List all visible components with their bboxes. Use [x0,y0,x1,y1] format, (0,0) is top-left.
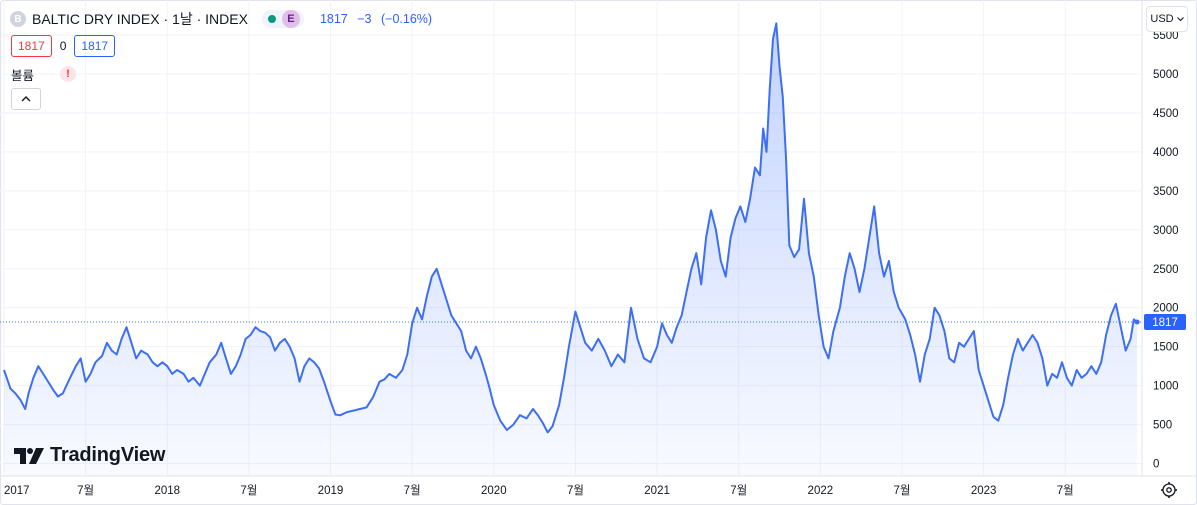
x-tick-label: 2022 [808,485,834,497]
gear-icon[interactable] [1160,481,1178,499]
order-buttons: 1817 0 1817 [11,35,116,57]
x-tick-label: 7월 [730,484,747,497]
y-tick-label: 5000 [1153,69,1179,81]
x-tick-label: 7월 [1057,484,1074,497]
spread-value: 0 [59,39,67,53]
last-point-marker [1134,319,1140,325]
market-open-dot-icon [267,15,276,23]
symbol-logo-icon[interactable]: B [10,11,26,27]
price-axis[interactable]: 0 500 1000 1500 2000 2500 3000 3500 4000 4500 5000… [1153,30,1179,470]
x-tick-label: 2019 [318,485,344,497]
symbol-title[interactable]: BALTIC DRY INDEX · 1날 · INDEX [32,11,248,27]
chevron-up-icon [21,96,31,102]
last-price-label: 1817 [1144,313,1186,330]
x-tick-label: 7월 [404,484,421,497]
x-tick-label: 2018 [154,485,180,497]
last-price: 1817 [319,12,348,26]
tradingview-logo[interactable]: TradingView [14,444,165,467]
x-tick-label: 2017 [4,485,30,497]
series-area [4,23,1138,477]
x-tick-label: 2023 [971,485,997,497]
sell-button[interactable]: 1817 [11,35,52,57]
y-tick-label: 0 [1153,459,1159,471]
svg-text:1817: 1817 [1152,317,1178,329]
x-tick-label: 7월 [893,484,910,497]
price-change-pct: (−0.16%) [380,12,433,26]
chevron-down-icon [1176,17,1184,21]
y-tick-label: 4500 [1153,108,1179,120]
collapse-legend-button[interactable] [11,88,41,110]
time-axis[interactable]: 2017 7월 2018 7월 2019 7월 2020 7월 2021 7월 2022 7월 2023… [4,484,1074,497]
warning-icon[interactable]: ! [60,66,77,82]
volume-label[interactable]: 볼륨 [11,68,35,83]
legend-header: B BALTIC DRY INDEX · 1날 · INDEX E 1817 −… [10,9,438,29]
x-tick-label: 2020 [481,485,507,497]
y-tick-label: 500 [1153,420,1172,432]
price-change: −3 [357,12,372,26]
y-tick-label: 3000 [1153,225,1179,237]
series-line [3,22,1138,434]
volume-legend: 볼륨 ! [11,65,77,83]
currency-selector[interactable]: USD [1146,6,1188,32]
y-tick-label: 5500 [1153,30,1179,42]
currency-label: USD [1150,13,1174,25]
x-tick-label: 7월 [567,484,584,497]
x-tick-label: 7월 [240,484,257,497]
y-tick-label: 2000 [1153,303,1179,315]
logo-text: TradingView [50,444,166,466]
y-tick-label: 4000 [1153,147,1179,159]
y-tick-label: 1500 [1153,342,1179,354]
x-tick-label: 2021 [644,485,670,497]
exchange-badge: E [281,10,300,28]
y-tick-label: 2500 [1153,264,1179,276]
y-tick-label: 1000 [1153,381,1179,393]
quote-values: 1817 −3 (−0.16%) [320,12,438,26]
y-tick-label: 3500 [1153,186,1179,198]
market-status[interactable]: E [261,10,304,28]
tradingview-logo-icon [14,447,44,464]
buy-button[interactable]: 1817 [74,35,116,57]
x-tick-label: 7월 [77,484,94,497]
